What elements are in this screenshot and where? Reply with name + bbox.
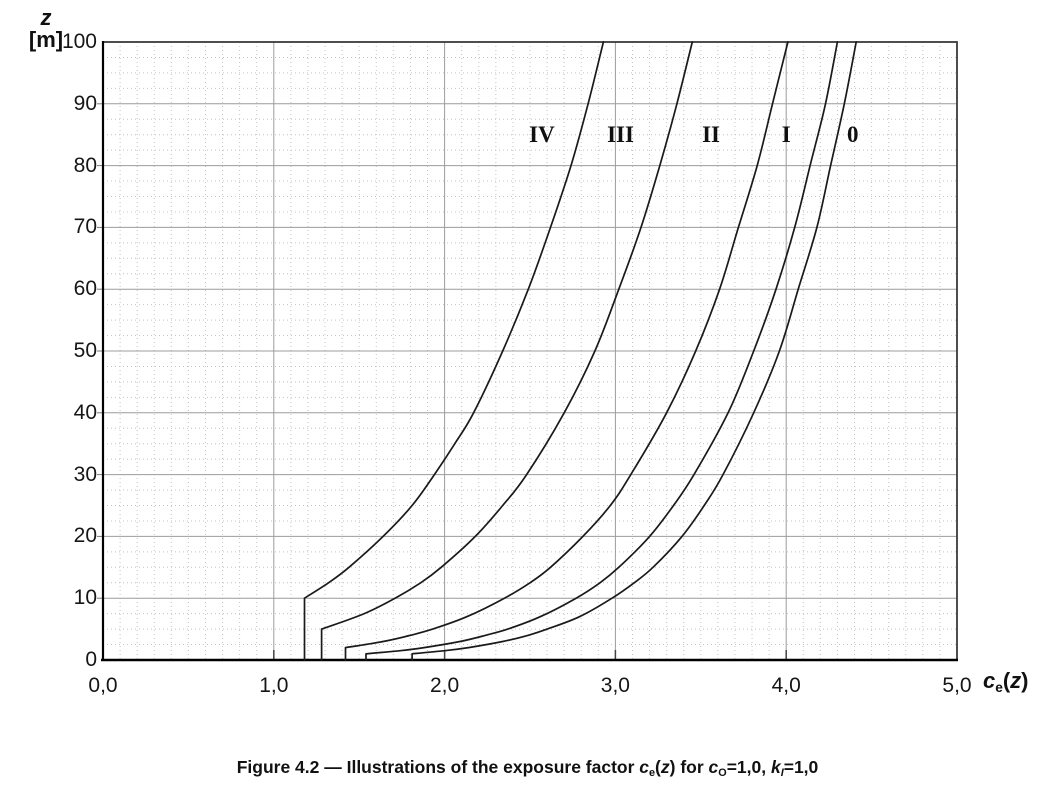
y-tick-label: 0 (85, 648, 97, 671)
text-run: ( (1002, 668, 1011, 693)
chart-plot-area (97, 41, 958, 662)
curve-category-IV (303, 41, 605, 661)
curve-label-II: II (702, 121, 720, 147)
y-tick-label: 100 (61, 30, 97, 53)
curve-category-II (344, 41, 789, 661)
text-run: e (995, 680, 1003, 696)
y-axis-title: z [m] (21, 5, 71, 52)
text-run: k (770, 757, 781, 777)
text-run: O (718, 767, 727, 780)
x-tick-label: 4,0 (771, 674, 801, 697)
y-tick-label: 50 (73, 339, 97, 362)
curve-label-0: 0 (847, 121, 859, 147)
text-run: [m] (28, 27, 64, 53)
curve-category-0 (411, 41, 858, 661)
x-axis-title: ce(z) (983, 668, 1029, 696)
y-tick-label: 60 (73, 277, 97, 301)
curve-category-III (320, 41, 694, 661)
y-tick-label: 90 (73, 91, 97, 115)
text-run: Figure 4.2 — Illustrations of the exposu… (236, 757, 640, 777)
y-tick-label: 70 (73, 215, 97, 239)
y-tick-label: 40 (73, 400, 97, 424)
y-axis-title-unit: [m] (21, 29, 71, 51)
x-tick-label: 3,0 (600, 674, 630, 697)
figure-caption: Figure 4.2 — Illustrations of the exposu… (0, 757, 1055, 780)
y-tick-label: 10 (73, 586, 97, 610)
curve-label-III: III (607, 121, 634, 147)
text-run: ) (669, 757, 676, 777)
text-run: z (1010, 668, 1022, 693)
text-run: e (649, 767, 656, 780)
curve-label-I: I (781, 121, 791, 147)
y-axis-title-symbol: z (21, 5, 71, 30)
text-run: c (708, 757, 719, 777)
text-run: I (780, 767, 784, 780)
y-tick-label: 30 (73, 462, 97, 486)
text-run: =1,0, (726, 757, 771, 777)
text-run: ) (1021, 668, 1029, 693)
text-run: for (675, 757, 709, 777)
x-tick-label: 2,0 (429, 674, 460, 697)
text-run: ( (655, 757, 661, 777)
text-run: c (983, 668, 996, 693)
curve-category-I (365, 41, 839, 661)
text-run: z (40, 5, 52, 30)
text-run: =1,0 (783, 757, 819, 777)
x-tick-label: 1,0 (259, 674, 289, 697)
x-tick-label: 5,0 (942, 674, 972, 697)
text-run: z (660, 757, 670, 777)
text-run: c (639, 757, 650, 777)
y-tick-label: 20 (73, 524, 97, 548)
curve-label-IV: IV (529, 121, 555, 147)
x-tick-label: 0,0 (88, 674, 118, 697)
y-tick-label: 80 (73, 153, 97, 177)
